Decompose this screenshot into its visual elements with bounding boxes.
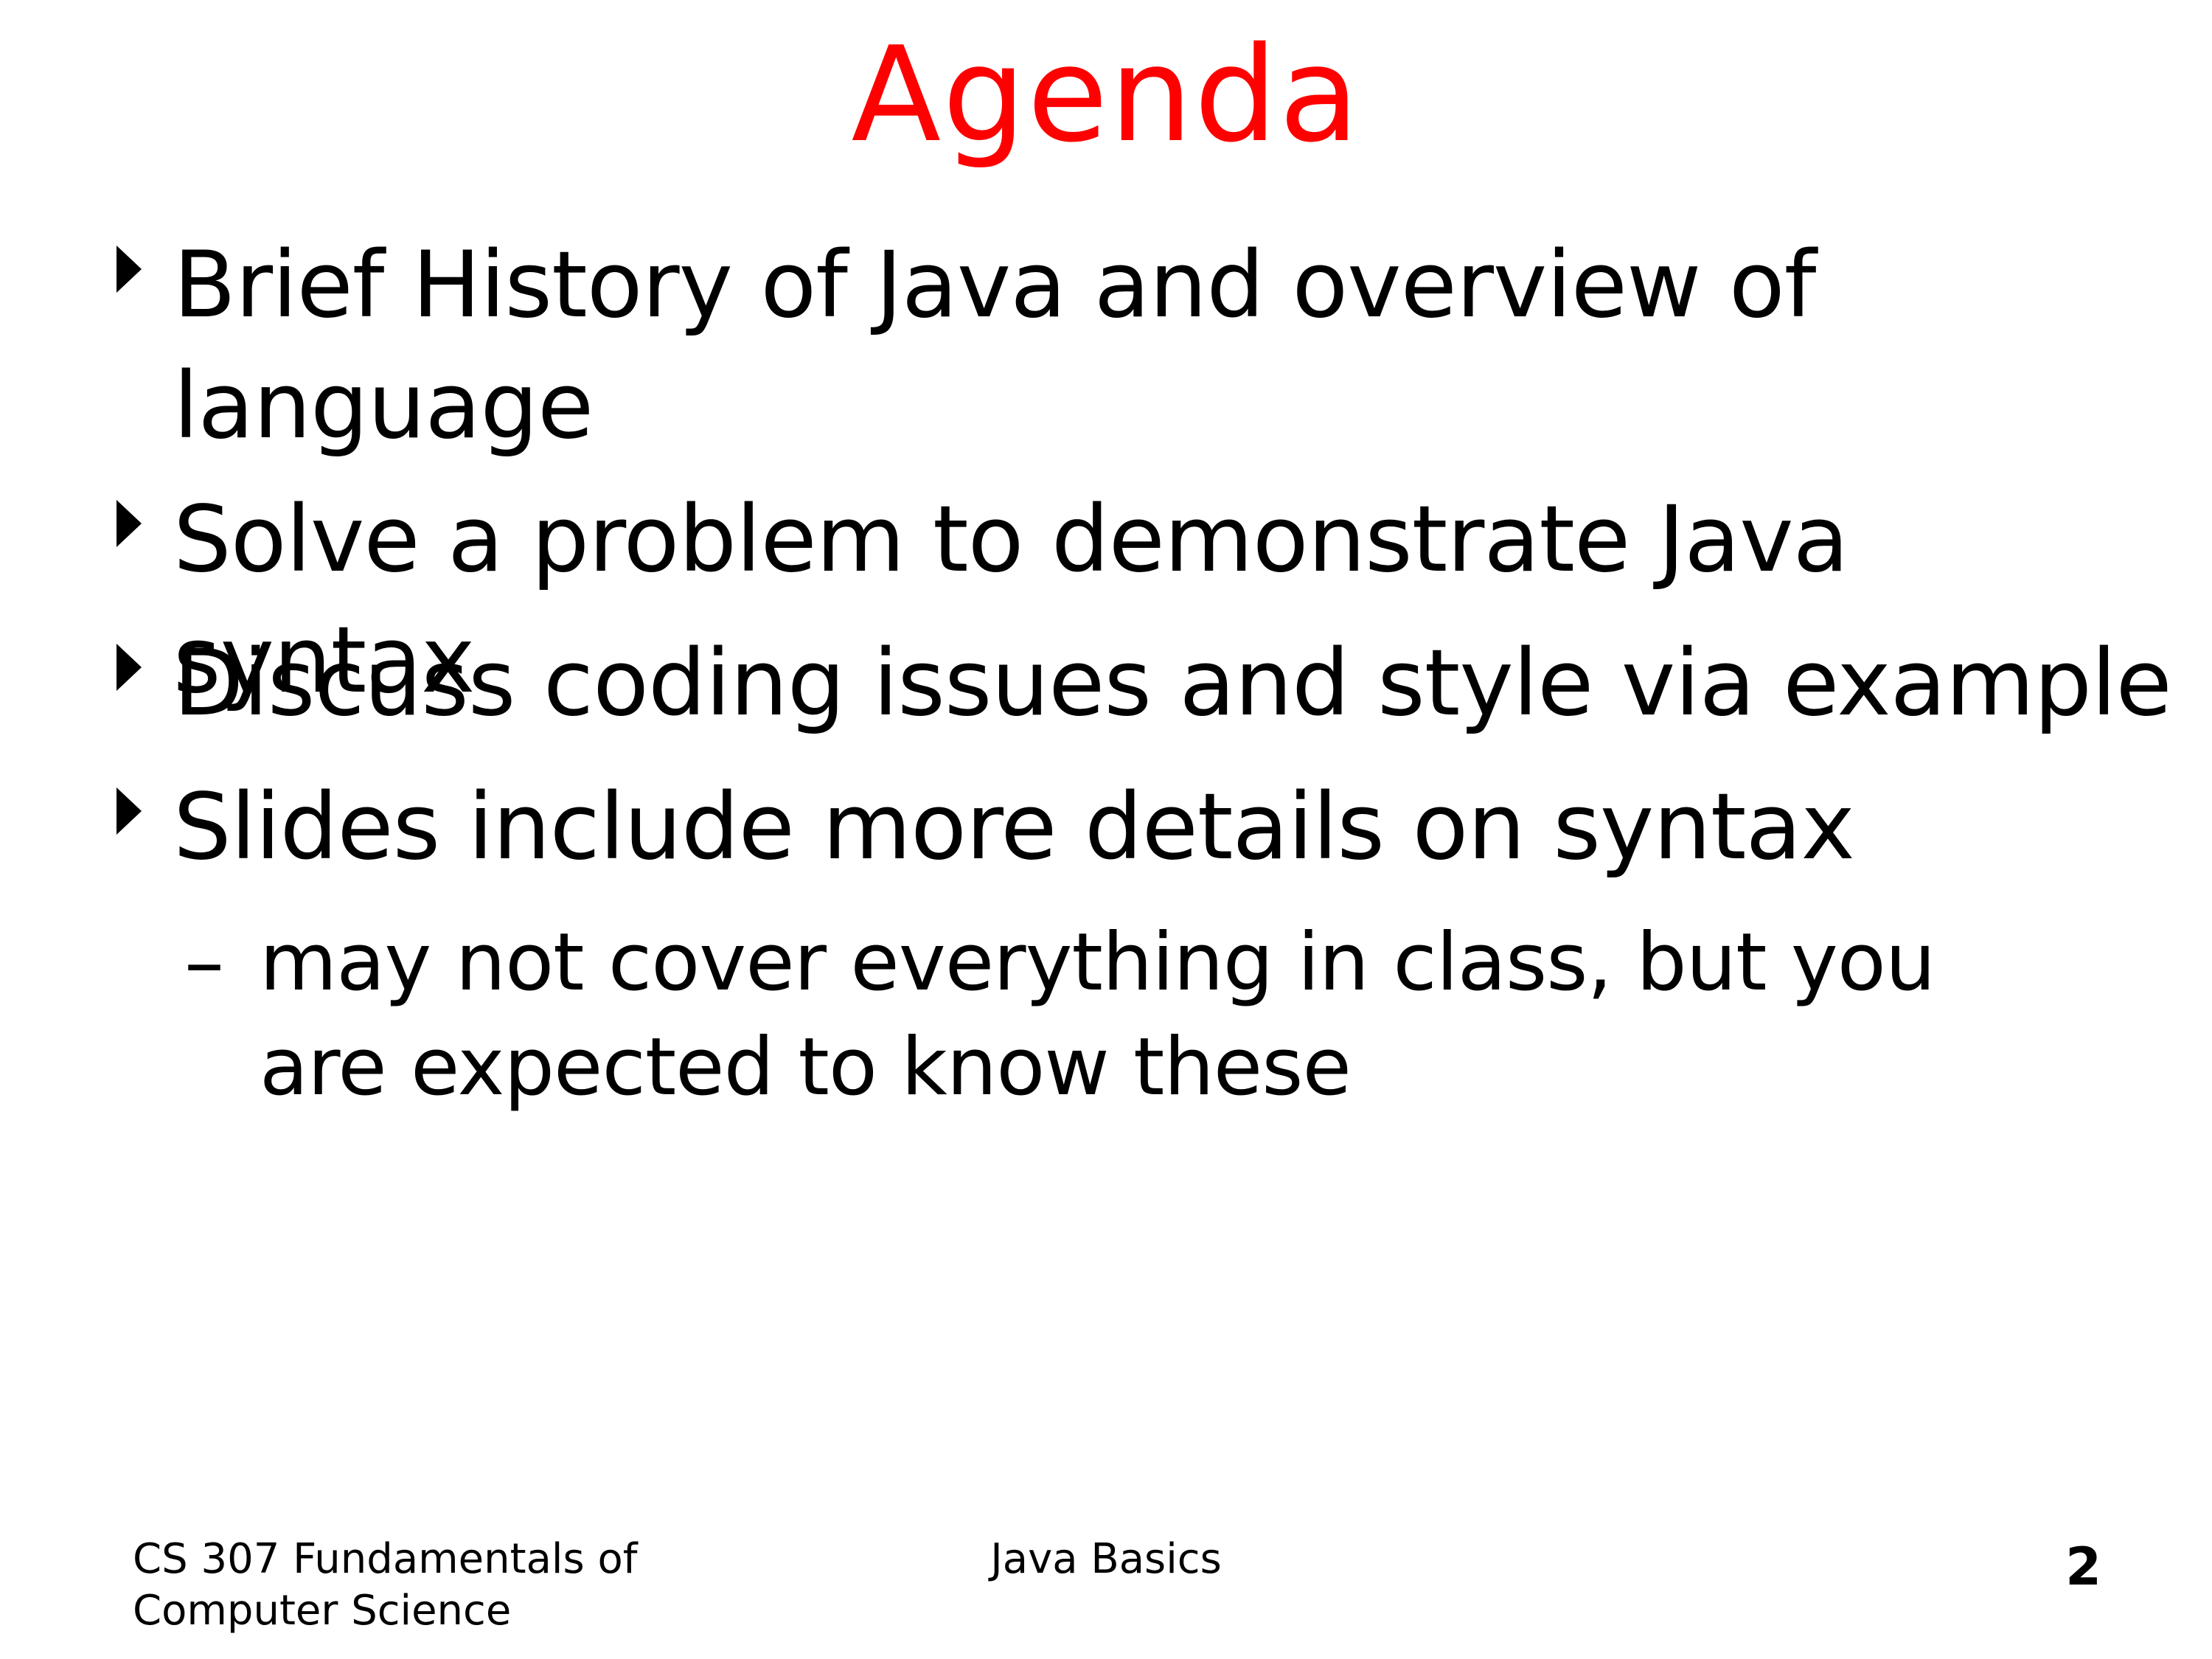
bullet-item-coding-issues: Discuss coding issues and style via exam… (111, 623, 2175, 744)
sub-bullet-text: may not cover everything in class, but y… (260, 917, 1935, 1113)
bullet-text: Brief History of Java and overview of la… (173, 232, 1816, 459)
triangle-bullet-icon (116, 787, 142, 835)
bullet-text: Slides include more details on syntax (173, 774, 1855, 880)
bullet-text: Solve a problem to demonstrate Java synt… (173, 487, 1849, 714)
triangle-bullet-icon (116, 644, 142, 691)
bullet-item-solve-problem: Solve a problem to demonstrate Java synt… (111, 479, 2175, 721)
dash-bullet-icon: – (184, 917, 224, 1009)
triangle-bullet-icon (116, 500, 142, 547)
slide-title: Agenda (851, 18, 1361, 171)
sub-bullet-item: – may not cover everything in class, but… (184, 911, 2065, 1120)
triangle-bullet-icon (116, 246, 142, 293)
footer-topic: Java Basics (990, 1535, 1222, 1583)
footer-course: CS 307 Fundamentals of Computer Science (133, 1535, 638, 1635)
bullet-text: Discuss coding issues and style via exam… (173, 630, 2172, 737)
page-number: 2 (2065, 1537, 2101, 1597)
bullet-item-history: Brief History of Java and overview of la… (111, 225, 2175, 467)
bullet-item-slides-details: Slides include more details on syntax (111, 767, 2175, 888)
